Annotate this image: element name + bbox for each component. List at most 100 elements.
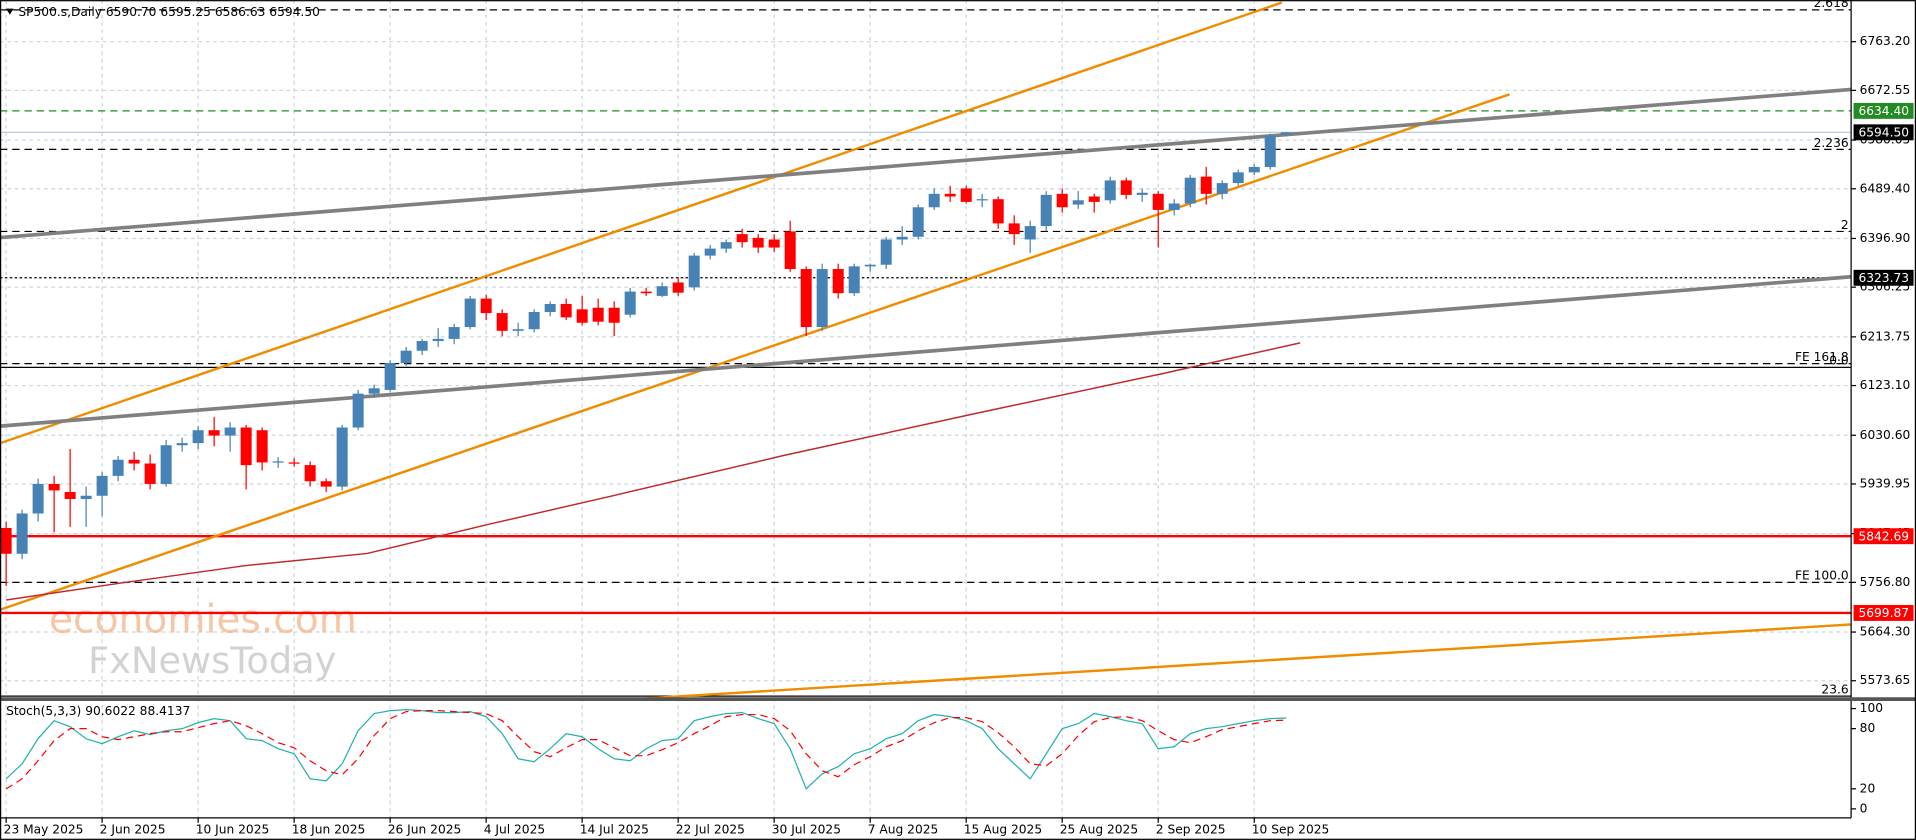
candle-body bbox=[64, 491, 76, 499]
price-tag bbox=[1853, 124, 1914, 141]
candle-body bbox=[352, 393, 364, 428]
candle-body bbox=[864, 264, 876, 267]
candle-body bbox=[1232, 172, 1244, 184]
candle-body bbox=[544, 303, 556, 313]
candle-body bbox=[1008, 223, 1020, 235]
levels bbox=[0, 9, 1852, 697]
candle-body bbox=[1040, 194, 1052, 227]
chart-title: SP500.s,Daily 6590.70 6595.25 6586.63 65… bbox=[18, 5, 320, 19]
candle-body bbox=[624, 291, 636, 315]
y-tick-label: 6672.55 bbox=[1860, 83, 1911, 97]
candle-body bbox=[656, 286, 668, 296]
y-tick-label: 6030.60 bbox=[1860, 428, 1911, 442]
candle-body bbox=[608, 307, 620, 323]
candle-body bbox=[112, 459, 124, 476]
candle-body bbox=[1088, 196, 1100, 202]
candle-body bbox=[1152, 193, 1164, 210]
candle-body bbox=[1024, 226, 1036, 240]
y-tick-label: 6489.40 bbox=[1860, 181, 1911, 195]
trendlines bbox=[0, 1, 1852, 701]
price-tag-label: 6323.73 bbox=[1858, 271, 1909, 285]
candle-body bbox=[992, 199, 1004, 224]
symbol-icon bbox=[6, 8, 14, 15]
candle-body bbox=[128, 459, 140, 464]
level-label: 2 bbox=[1841, 218, 1849, 232]
candle-body bbox=[512, 329, 524, 331]
candle-body bbox=[912, 207, 924, 237]
candle-body bbox=[976, 199, 988, 201]
candle-body bbox=[48, 483, 60, 491]
x-tick-label: 15 Aug 2025 bbox=[964, 823, 1042, 837]
indicator-line bbox=[5, 709, 1287, 790]
candle-body bbox=[368, 388, 380, 394]
candle-body bbox=[704, 248, 716, 256]
candle-body bbox=[816, 269, 828, 328]
candle-body bbox=[896, 236, 908, 240]
price-tag-label: 6594.50 bbox=[1858, 125, 1909, 139]
candle-body bbox=[528, 312, 540, 330]
y-tick-label: 5573.65 bbox=[1860, 673, 1911, 687]
candle-body bbox=[256, 430, 268, 463]
y-tick-label: 20 bbox=[1860, 781, 1876, 795]
x-tick-label: 25 Aug 2025 bbox=[1060, 823, 1138, 837]
price-tag-label: 5699.87 bbox=[1858, 606, 1909, 620]
price-tag bbox=[1853, 528, 1914, 545]
candle-body bbox=[1264, 135, 1276, 167]
y-tick-label: 5664.30 bbox=[1860, 625, 1911, 639]
moving-average bbox=[6, 342, 1301, 601]
candle-body bbox=[176, 443, 188, 446]
x-tick-label: 2 Jun 2025 bbox=[100, 823, 166, 837]
candle-body bbox=[1280, 132, 1292, 135]
level-label: FE 161.8 bbox=[1795, 350, 1849, 364]
candle-body bbox=[288, 462, 300, 464]
watermark: economies.com bbox=[49, 598, 357, 643]
level-label: 0.0 bbox=[1829, 354, 1848, 368]
candle-body bbox=[336, 427, 348, 487]
candle-body bbox=[496, 313, 508, 331]
candle-body bbox=[224, 427, 236, 436]
x-tick-label: 18 Jun 2025 bbox=[292, 823, 366, 837]
y-tick-label: 80 bbox=[1860, 721, 1876, 735]
candle-body bbox=[960, 188, 972, 202]
watermark: FxNewsToday bbox=[88, 639, 336, 682]
candle-body bbox=[848, 266, 860, 294]
candle-body bbox=[1104, 180, 1116, 201]
x-tick-label: 22 Jul 2025 bbox=[676, 823, 745, 837]
y-tick-label: 5756.80 bbox=[1860, 575, 1911, 589]
candle-body bbox=[880, 239, 892, 265]
x-tick-label: 10 Jun 2025 bbox=[196, 823, 270, 837]
level-label: 23.6 bbox=[1821, 683, 1848, 697]
trend-line bbox=[0, 87, 1852, 240]
candle-body bbox=[0, 527, 12, 554]
price-tag-label: 6634.40 bbox=[1858, 104, 1909, 118]
candle-body bbox=[688, 255, 700, 288]
candle-body bbox=[432, 338, 444, 342]
x-tick-label: 10 Sep 2025 bbox=[1252, 823, 1330, 837]
level-label: 2.618 bbox=[1814, 0, 1849, 10]
y-tick-label: 6213.75 bbox=[1860, 329, 1911, 343]
level-label: 2.236 bbox=[1814, 136, 1849, 150]
candle-body bbox=[80, 495, 92, 499]
candle-body bbox=[192, 430, 204, 444]
candle-body bbox=[400, 350, 412, 364]
indicator-title: Stoch(5,3,3) 90.6022 88.4137 bbox=[6, 704, 190, 718]
candle-body bbox=[1248, 166, 1260, 173]
price-tag bbox=[1853, 269, 1914, 286]
y-tick-label: 6763.20 bbox=[1860, 34, 1911, 48]
candle-body bbox=[240, 427, 252, 466]
candle-body bbox=[592, 307, 604, 322]
candle-body bbox=[448, 327, 460, 339]
candle-body bbox=[784, 231, 796, 270]
candle-body bbox=[160, 445, 172, 484]
candle-body bbox=[464, 298, 476, 328]
candle-body bbox=[1120, 180, 1132, 195]
candle-body bbox=[560, 303, 572, 318]
candle-body bbox=[928, 193, 940, 208]
candle-body bbox=[1184, 177, 1196, 204]
x-tick-label: 26 Jun 2025 bbox=[388, 823, 462, 837]
candle-body bbox=[1056, 193, 1068, 208]
candle-body bbox=[720, 242, 732, 249]
